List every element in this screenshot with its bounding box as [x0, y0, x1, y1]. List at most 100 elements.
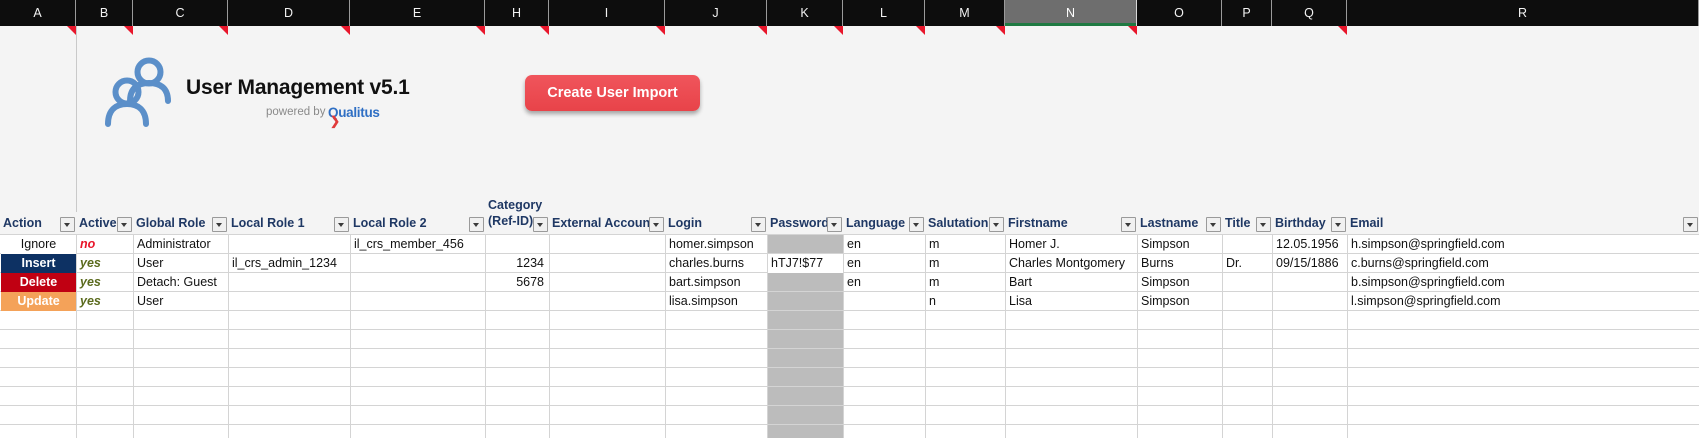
- filter-dropdown-icon-local-role-2[interactable]: [469, 217, 484, 232]
- column-letter-d[interactable]: D: [228, 0, 350, 26]
- cell-local-role-1[interactable]: il_crs_admin_1234: [232, 256, 337, 270]
- column-letter-e[interactable]: E: [350, 0, 485, 26]
- cell-action[interactable]: Ignore: [1, 235, 76, 254]
- cell-action[interactable]: Update: [1, 292, 76, 311]
- column-letter-l[interactable]: L: [843, 0, 925, 26]
- cell-local-role-2[interactable]: il_crs_member_456: [354, 237, 464, 251]
- filter-dropdown-icon-title[interactable]: [1256, 217, 1271, 232]
- cell-category-ref-id[interactable]: 5678: [516, 275, 544, 289]
- column-letter-b[interactable]: B: [76, 0, 133, 26]
- cell-salutation[interactable]: n: [929, 294, 936, 308]
- cell-active[interactable]: yes: [80, 256, 101, 270]
- cell-lastname[interactable]: Burns: [1141, 256, 1174, 270]
- cell-active[interactable]: no: [80, 237, 96, 251]
- cell-login[interactable]: bart.simpson: [669, 275, 741, 289]
- cell-firstname[interactable]: Bart: [1009, 275, 1032, 289]
- cell-external-account[interactable]: [550, 254, 665, 273]
- cell-login[interactable]: lisa.simpson: [669, 294, 738, 308]
- cell-password[interactable]: [768, 273, 843, 292]
- column-letter-a[interactable]: A: [0, 0, 76, 26]
- cell-global-role[interactable]: User: [137, 294, 164, 308]
- cell-title[interactable]: [1223, 235, 1272, 254]
- column-letter-n[interactable]: N: [1005, 0, 1137, 26]
- filter-dropdown-icon-global-role[interactable]: [212, 217, 227, 232]
- cell-local-role-1[interactable]: [229, 235, 350, 254]
- cell-category-ref-id[interactable]: [486, 235, 549, 254]
- cell-local-role-1[interactable]: [229, 292, 350, 311]
- column-letter-h[interactable]: H: [485, 0, 549, 26]
- filter-dropdown-icon-salutation[interactable]: [989, 217, 1004, 232]
- cell-lastname[interactable]: Simpson: [1141, 294, 1190, 308]
- cell-firstname[interactable]: Charles Montgomery: [1009, 256, 1126, 270]
- cell-global-role[interactable]: Detach: Guest: [137, 275, 217, 289]
- cell-email[interactable]: b.simpson@springfield.com: [1351, 275, 1505, 289]
- cell-local-role-2[interactable]: [351, 292, 485, 311]
- cell-title[interactable]: [1223, 273, 1272, 292]
- table-grid[interactable]: Ignore no Administrator il_crs_member_456 ho…: [0, 234, 1699, 438]
- cell-external-account[interactable]: [550, 235, 665, 254]
- column-letter-q[interactable]: Q: [1272, 0, 1347, 26]
- cell-firstname[interactable]: Lisa: [1009, 294, 1032, 308]
- cell-global-role[interactable]: Administrator: [137, 237, 211, 251]
- cell-external-account[interactable]: [550, 273, 665, 292]
- cell-active[interactable]: yes: [80, 275, 101, 289]
- cell-password[interactable]: hTJ7!$77: [768, 254, 843, 273]
- cell-firstname[interactable]: Homer J.: [1009, 237, 1060, 251]
- cell-language[interactable]: en: [847, 256, 861, 270]
- cell-global-role[interactable]: User: [137, 256, 164, 270]
- cell-login[interactable]: homer.simpson: [669, 237, 754, 251]
- cell-language[interactable]: [844, 292, 925, 311]
- column-letter-c[interactable]: C: [133, 0, 228, 26]
- column-letter-k[interactable]: K: [767, 0, 843, 26]
- filter-dropdown-icon-login[interactable]: [751, 217, 766, 232]
- cell-action[interactable]: Insert: [1, 254, 76, 273]
- cell-category-ref-id[interactable]: 1234: [516, 256, 544, 270]
- column-letter-m[interactable]: M: [925, 0, 1005, 26]
- cell-active[interactable]: yes: [80, 294, 101, 308]
- filter-dropdown-icon-active[interactable]: [117, 217, 132, 232]
- cell-email[interactable]: l.simpson@springfield.com: [1351, 294, 1501, 308]
- cell-login[interactable]: charles.burns: [669, 256, 745, 270]
- create-user-import-button[interactable]: Create User Import: [525, 75, 700, 111]
- filter-dropdown-icon-lastname[interactable]: [1206, 217, 1221, 232]
- cell-title[interactable]: Dr.: [1226, 256, 1242, 270]
- cell-birthday[interactable]: [1273, 273, 1347, 292]
- cell-email[interactable]: h.simpson@springfield.com: [1351, 237, 1505, 251]
- column-letter-r[interactable]: R: [1347, 0, 1699, 26]
- cell-category-ref-id[interactable]: [486, 292, 549, 311]
- filter-dropdown-icon-external-accoun[interactable]: [649, 217, 664, 232]
- cell-birthday[interactable]: [1273, 292, 1347, 311]
- column-header-lastname: Lastname: [1137, 212, 1222, 234]
- cell-lastname[interactable]: Simpson: [1141, 237, 1190, 251]
- cell-lastname[interactable]: Simpson: [1141, 275, 1190, 289]
- cell-external-account[interactable]: [550, 292, 665, 311]
- column-letter-i[interactable]: I: [549, 0, 665, 26]
- cell-birthday[interactable]: 09/15/1886: [1276, 256, 1339, 270]
- column-letter-p[interactable]: P: [1222, 0, 1272, 26]
- filter-dropdown-icon-firstname[interactable]: [1121, 217, 1136, 232]
- filter-dropdown-icon-language[interactable]: [909, 217, 924, 232]
- cell-local-role-2[interactable]: [351, 254, 485, 273]
- cell-local-role-2[interactable]: [351, 273, 485, 292]
- cell-password[interactable]: [768, 235, 843, 254]
- filter-dropdown-icon-birthday[interactable]: [1331, 217, 1346, 232]
- filter-dropdown-icon-action[interactable]: [60, 217, 75, 232]
- filter-dropdown-icon-email[interactable]: [1683, 217, 1698, 232]
- cell-salutation[interactable]: m: [929, 256, 940, 270]
- cell-local-role-1[interactable]: [229, 273, 350, 292]
- column-letter-j[interactable]: J: [665, 0, 767, 26]
- filter-dropdown-icon-category[interactable]: [533, 217, 548, 232]
- cell-action[interactable]: Delete: [1, 273, 76, 292]
- cell-language[interactable]: en: [847, 237, 861, 251]
- filter-dropdown-icon-local-role-1[interactable]: [334, 217, 349, 232]
- filter-dropdown-icon-password[interactable]: [827, 217, 842, 232]
- cell-title[interactable]: [1223, 292, 1272, 311]
- cell-password[interactable]: [768, 292, 843, 311]
- column-letter-o[interactable]: O: [1137, 0, 1222, 26]
- cell-birthday[interactable]: 12.05.1956: [1276, 237, 1339, 251]
- cell-email[interactable]: c.burns@springfield.com: [1351, 256, 1489, 270]
- cell-salutation[interactable]: m: [929, 275, 940, 289]
- cell-language[interactable]: en: [847, 275, 861, 289]
- cell-salutation[interactable]: m: [929, 237, 940, 251]
